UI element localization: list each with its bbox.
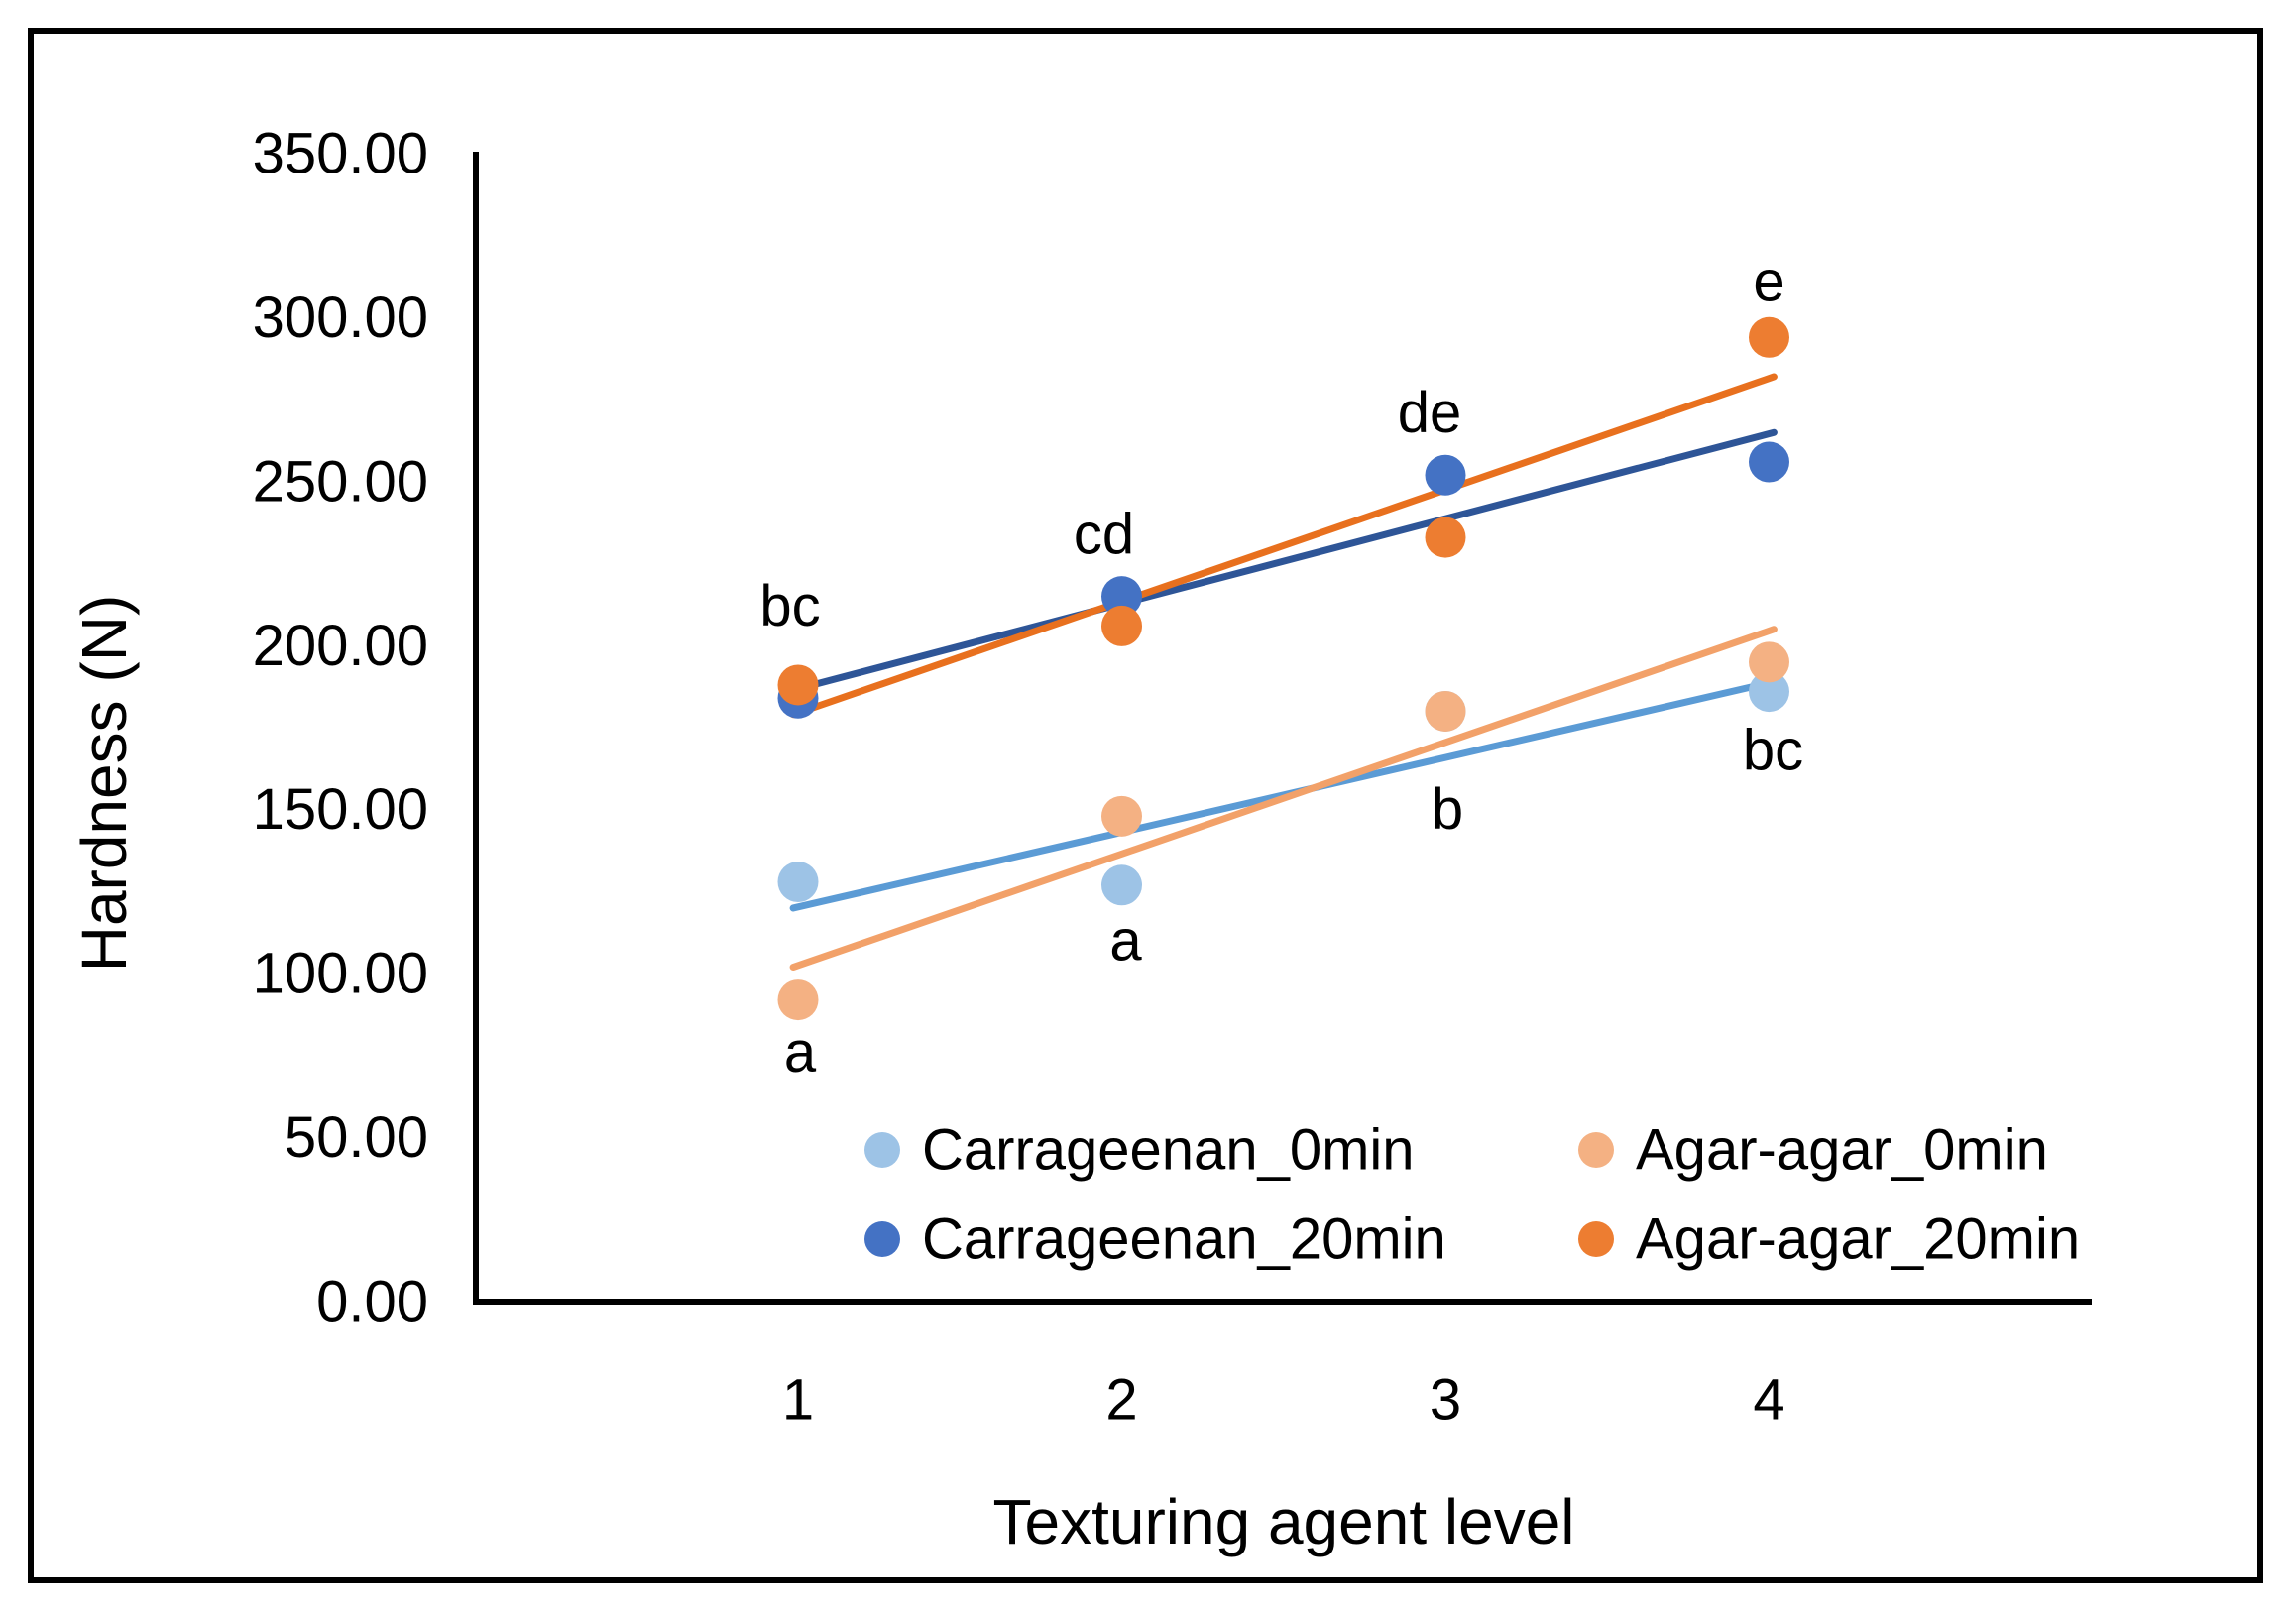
annotation-letter: bc — [1743, 719, 1803, 783]
annotation-letter: e — [1753, 250, 1784, 314]
annotation-letter: a — [1109, 909, 1142, 974]
x-tick-label: 3 — [1430, 1368, 1461, 1433]
y-tick-label: 200.00 — [253, 614, 428, 678]
x-tick-label: 4 — [1753, 1368, 1784, 1433]
y-tick-label: 350.00 — [253, 122, 428, 186]
data-point-Carrageenan_20min — [1425, 454, 1466, 496]
x-axis-title: Texturing agent level — [992, 1486, 1575, 1557]
y-tick-label: 100.00 — [253, 942, 428, 1006]
annotation-letters: bc cd de e a a b bc — [759, 250, 1803, 1086]
data-point-Carrageenan_0min — [1101, 864, 1142, 906]
y-tick-label: 150.00 — [253, 777, 428, 842]
data-point-Agar-agar_20min — [777, 664, 819, 706]
figure-border — [28, 28, 2263, 1583]
data-point-Carrageenan_0min — [1749, 671, 1789, 713]
legend: Carrageenan_0min Agar-agar_0min Carrageena… — [864, 1118, 2080, 1272]
y-tick-label: 0.00 — [316, 1270, 428, 1334]
trendline-Agar-agar_20min — [789, 373, 1778, 719]
trendline-Carrageenan_20min — [789, 428, 1778, 694]
legend-marker-Agar-agar_0min — [1578, 1132, 1614, 1168]
y-tick-label: 50.00 — [285, 1105, 428, 1170]
data-point-Agar-agar_0min — [1425, 690, 1466, 732]
data-point-Agar-agar_0min — [777, 979, 819, 1021]
legend-marker-Carrageenan_0min — [864, 1132, 900, 1168]
data-point-Agar-agar_0min — [1101, 795, 1142, 837]
legend-marker-Agar-agar_20min — [1578, 1221, 1614, 1257]
x-tick-label: 2 — [1105, 1368, 1137, 1433]
data-point-Carrageenan_0min — [777, 862, 819, 903]
legend-label-Agar-agar_0min: Agar-agar_0min — [1636, 1118, 2048, 1183]
annotation-letter: de — [1398, 381, 1462, 445]
y-axis-title: Hardness (N) — [68, 594, 140, 973]
data-point-Agar-agar_20min — [1749, 316, 1789, 358]
trendlines — [789, 373, 1778, 972]
legend-label-Agar-agar_20min: Agar-agar_20min — [1636, 1208, 2080, 1272]
data-point-Agar-agar_0min — [1749, 641, 1789, 683]
data-point-Agar-agar_20min — [1101, 605, 1142, 646]
legend-label-Carrageenan_0min: Carrageenan_0min — [922, 1118, 1415, 1183]
y-tick-label: 250.00 — [253, 449, 428, 514]
annotation-letter: a — [784, 1020, 817, 1085]
axis-lines — [473, 152, 2092, 1305]
x-tick-labels: 1 2 3 4 — [782, 1368, 1785, 1433]
data-point-Carrageenan_20min — [1749, 441, 1789, 483]
annotation-letter: b — [1432, 777, 1463, 842]
annotation-letter: bc — [759, 574, 820, 638]
data-point-Agar-agar_20min — [1425, 517, 1466, 558]
trendline-Agar-agar_0min — [789, 626, 1778, 972]
legend-label-Carrageenan_20min: Carrageenan_20min — [922, 1208, 1446, 1272]
data-points — [777, 316, 1789, 1021]
y-tick-labels: 350.00 300.00 250.00 200.00 150.00 100.00 50.0… — [253, 122, 428, 1334]
legend-marker-Carrageenan_20min — [864, 1221, 900, 1257]
y-tick-label: 300.00 — [253, 286, 428, 350]
annotation-letter: cd — [1074, 502, 1134, 566]
x-tick-label: 1 — [782, 1368, 814, 1433]
data-point-Carrageenan_20min — [1101, 576, 1142, 618]
